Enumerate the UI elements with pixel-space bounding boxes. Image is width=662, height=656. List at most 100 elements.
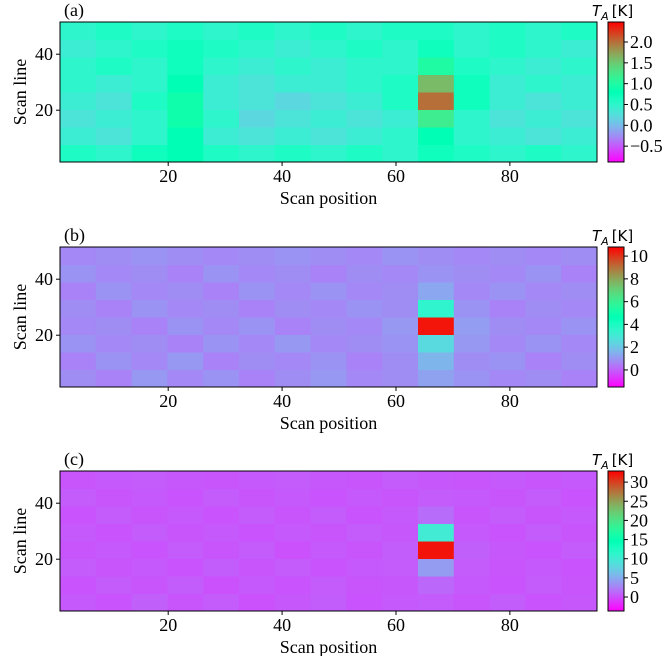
heat-cell — [131, 299, 168, 318]
heat-cell — [203, 247, 240, 265]
colorbar-tick-label: 20 — [630, 510, 648, 530]
heat-cell — [525, 299, 562, 318]
heat-cell — [60, 369, 97, 388]
heat-cell — [561, 127, 598, 145]
heat-cell — [382, 22, 419, 40]
x-tick-label: 80 — [501, 166, 519, 186]
heat-cell — [274, 22, 312, 40]
colorbar-tick-label: 0.0 — [630, 115, 653, 135]
heat-cell — [489, 334, 526, 353]
heat-cell — [346, 109, 383, 128]
heat-cell — [382, 299, 419, 318]
heat-cell — [95, 352, 133, 370]
heat-cell — [418, 74, 455, 93]
heat-cell — [346, 144, 383, 163]
heat-cell — [418, 541, 455, 559]
heat-cell — [418, 576, 455, 594]
heat-cell — [274, 74, 312, 93]
heat-cell — [167, 471, 204, 489]
heat-cell — [167, 144, 204, 163]
colorbar-tick-label: 6 — [630, 292, 639, 312]
heat-cell — [239, 369, 276, 388]
heat-cell — [239, 523, 276, 542]
heat-cell — [418, 523, 455, 542]
heat-cell — [131, 334, 168, 353]
heat-cell — [418, 558, 455, 577]
colorbar-unit: [K] — [612, 451, 634, 469]
heat-cell — [239, 558, 276, 577]
heat-cell — [346, 22, 383, 40]
heat-cell — [274, 39, 312, 58]
heat-cell — [239, 299, 276, 318]
colorbar-tick-label: 8 — [630, 269, 639, 289]
heat-cell — [167, 317, 204, 335]
y-tick-label: 40 — [35, 44, 53, 64]
plot-frame — [59, 21, 598, 163]
panel-label: (a) — [64, 0, 84, 21]
heat-cell — [203, 39, 240, 58]
heat-cell — [95, 506, 133, 524]
heat-cell — [60, 506, 97, 524]
heat-cell — [310, 127, 347, 145]
heat-cell — [60, 264, 97, 283]
heat-cell — [167, 334, 204, 353]
heat-cell — [95, 471, 133, 489]
heat-cell — [274, 317, 312, 335]
heat-cell — [310, 109, 347, 128]
heat-cell — [525, 506, 562, 524]
x-tick-label: 20 — [159, 166, 177, 186]
heat-cell — [239, 144, 276, 163]
heat-cell — [131, 317, 168, 335]
heat-cell — [561, 506, 598, 524]
heat-cell — [167, 109, 204, 128]
heat-cell — [418, 22, 455, 40]
heat-cell — [131, 523, 168, 542]
heat-cell — [274, 506, 312, 524]
heat-cell — [418, 471, 455, 489]
heat-cell — [453, 558, 491, 577]
heat-cell — [203, 264, 240, 283]
heat-cell — [561, 488, 598, 507]
heat-cell — [346, 317, 383, 335]
heat-cell — [310, 144, 347, 163]
heat-cell — [310, 471, 347, 489]
heat-cell — [131, 264, 168, 283]
heat-cell — [60, 523, 97, 542]
heat-cell — [453, 541, 491, 559]
heat-cell — [382, 144, 419, 163]
heat-cell — [274, 92, 312, 110]
heat-cell — [203, 109, 240, 128]
heat-cell — [95, 92, 133, 110]
heat-cell — [203, 144, 240, 163]
heat-cell — [203, 92, 240, 110]
heat-cell — [346, 523, 383, 542]
y-tick-label: 20 — [35, 549, 53, 569]
heat-cell — [131, 558, 168, 577]
heat-cell — [239, 541, 276, 559]
heat-cell — [489, 523, 526, 542]
heat-cell — [310, 264, 347, 283]
heat-cell — [203, 506, 240, 524]
heat-cell — [453, 369, 491, 388]
heat-cell — [274, 593, 312, 612]
heat-cell — [239, 39, 276, 58]
heat-cell — [167, 22, 204, 40]
heat-cell — [382, 92, 419, 110]
colorbar-tick-label: 10 — [630, 246, 648, 266]
heat-cell — [131, 22, 168, 40]
heat-cell — [418, 299, 455, 318]
heat-cell — [60, 92, 97, 110]
colorbar-unit: [K] — [612, 2, 634, 20]
heat-cell — [131, 576, 168, 594]
heat-cell — [131, 488, 168, 507]
heat-cell — [382, 317, 419, 335]
heat-cell — [167, 558, 204, 577]
heat-cell — [382, 576, 419, 594]
heat-cell — [310, 247, 347, 265]
heat-cell — [382, 488, 419, 507]
heat-cell — [561, 92, 598, 110]
heat-cell — [489, 39, 526, 58]
heat-cell — [525, 264, 562, 283]
heat-cell — [346, 282, 383, 300]
